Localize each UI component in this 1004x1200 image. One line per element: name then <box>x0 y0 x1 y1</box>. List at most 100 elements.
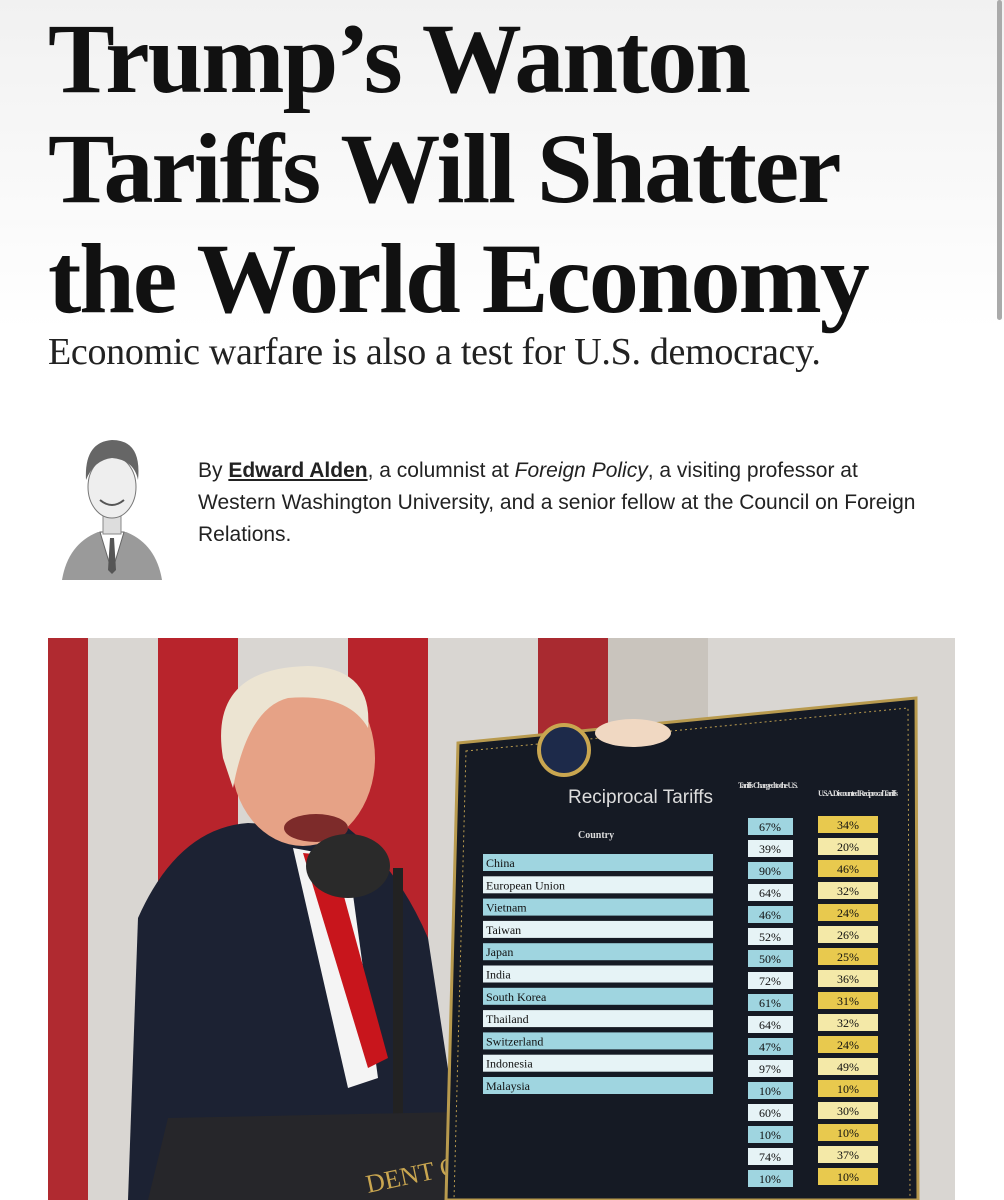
discounted-cell <box>818 860 878 877</box>
country-name: Thailand <box>486 1012 529 1026</box>
charged-value: 67% <box>759 820 781 834</box>
discounted-cell <box>818 970 878 987</box>
charged-cell <box>748 1170 793 1187</box>
discounted-cell <box>818 1014 878 1031</box>
charged-value: 61% <box>759 996 781 1010</box>
discounted-value: 24% <box>837 1038 859 1052</box>
charged-cell <box>748 884 793 901</box>
discounted-value: 31% <box>837 994 859 1008</box>
country-row <box>483 876 713 894</box>
discounted-value: 25% <box>837 950 859 964</box>
country-name: Switzerland <box>486 1034 543 1048</box>
discounted-value: 10% <box>837 1082 859 1096</box>
discounted-cell <box>818 1102 878 1119</box>
country-name: China <box>486 856 515 870</box>
charged-cell <box>748 1060 793 1077</box>
discounted-cell <box>818 1036 878 1053</box>
country-name: Indonesia <box>486 1057 533 1071</box>
charged-cell <box>748 840 793 857</box>
charged-value: 10% <box>759 1172 781 1186</box>
country-name: Malaysia <box>486 1079 531 1093</box>
charged-cell <box>748 862 793 879</box>
charged-cell <box>748 906 793 923</box>
country-row <box>483 898 713 916</box>
charged-cell <box>748 1126 793 1143</box>
discounted-value: 10% <box>837 1126 859 1140</box>
tariff-board: Reciprocal Tariffs Country Tariffs Charged… <box>483 781 898 1187</box>
country-row <box>483 1032 713 1050</box>
board-heading: Tariffs Charged to the U.S. <box>738 781 798 790</box>
headline-line: the World Economy <box>48 223 870 334</box>
byline-text: , a columnist at <box>367 459 515 482</box>
charged-cell <box>748 972 793 989</box>
country-name: Taiwan <box>486 923 521 937</box>
board-title: Reciprocal Tariffs <box>568 787 713 808</box>
discounted-cell <box>818 838 878 855</box>
discounted-cell <box>818 816 878 833</box>
charged-value: 10% <box>759 1084 781 1098</box>
discounted-value: 10% <box>837 1170 859 1184</box>
byline-text: By <box>198 459 229 482</box>
charged-value: 52% <box>759 930 781 944</box>
country-row <box>483 1077 713 1094</box>
charged-value: 64% <box>759 1018 781 1032</box>
charged-cell <box>748 1038 793 1055</box>
scrollbar[interactable] <box>997 0 1002 320</box>
charged-cell <box>748 928 793 945</box>
charged-value: 10% <box>759 1128 781 1142</box>
country-row <box>483 854 713 871</box>
charged-value: 72% <box>759 974 781 988</box>
country-row <box>483 965 713 983</box>
charged-cell <box>748 1104 793 1121</box>
country-row <box>483 920 713 938</box>
country-name: India <box>486 968 511 982</box>
country-row <box>483 987 713 1005</box>
charged-value: 74% <box>759 1150 781 1164</box>
country-name: Vietnam <box>486 901 527 915</box>
discounted-cell <box>818 904 878 921</box>
headline: Trump’s Wanton Tariffs Will Shatter the … <box>48 3 870 334</box>
discounted-value: 46% <box>837 862 859 876</box>
discounted-cell <box>818 1146 878 1163</box>
discounted-value: 49% <box>837 1060 859 1074</box>
discounted-cell <box>818 1058 878 1075</box>
discounted-cell <box>818 926 878 943</box>
charged-cell <box>748 1016 793 1033</box>
country-name: European Union <box>486 878 565 892</box>
author-link[interactable]: Edward Alden <box>228 459 368 482</box>
subtitle: Economic warfare is also a test for U.S.… <box>48 331 821 373</box>
discounted-cell <box>818 1124 878 1141</box>
byline: By Edward Alden, a columnist at Foreign … <box>198 455 928 551</box>
outlet: Foreign Policy <box>514 459 648 482</box>
charged-cell <box>748 1148 793 1165</box>
charged-value: 50% <box>759 952 781 966</box>
discounted-cell <box>818 1080 878 1097</box>
discounted-value: 32% <box>837 1016 859 1030</box>
discounted-value: 30% <box>837 1104 859 1118</box>
author-portrait <box>62 440 162 580</box>
byline-text: , a visiting professor at Western Washin… <box>198 459 916 546</box>
charged-cell <box>748 1082 793 1099</box>
charged-value: 64% <box>759 886 781 900</box>
charged-value: 90% <box>759 864 781 878</box>
headline-line: Trump’s Wanton <box>48 3 751 114</box>
charged-value: 60% <box>759 1106 781 1120</box>
charged-value: 39% <box>759 842 781 856</box>
country-name: South Korea <box>486 990 547 1004</box>
country-row <box>483 943 713 961</box>
discounted-value: 20% <box>837 840 859 854</box>
discounted-cell <box>818 992 878 1009</box>
country-row <box>483 1054 713 1072</box>
discounted-cell <box>818 882 878 899</box>
discounted-value: 24% <box>837 906 859 920</box>
charged-cell <box>748 994 793 1011</box>
charged-value: 97% <box>759 1062 781 1076</box>
charged-cell <box>748 950 793 967</box>
article-photo: DENT OF THE U Reciprocal TariffsCountryT… <box>48 638 955 1200</box>
charged-cell <box>748 818 793 835</box>
charged-value: 47% <box>759 1040 781 1054</box>
board-heading: Country <box>578 830 614 841</box>
discounted-value: 37% <box>837 1148 859 1162</box>
headline-line: Tariffs Will Shatter <box>48 113 842 224</box>
